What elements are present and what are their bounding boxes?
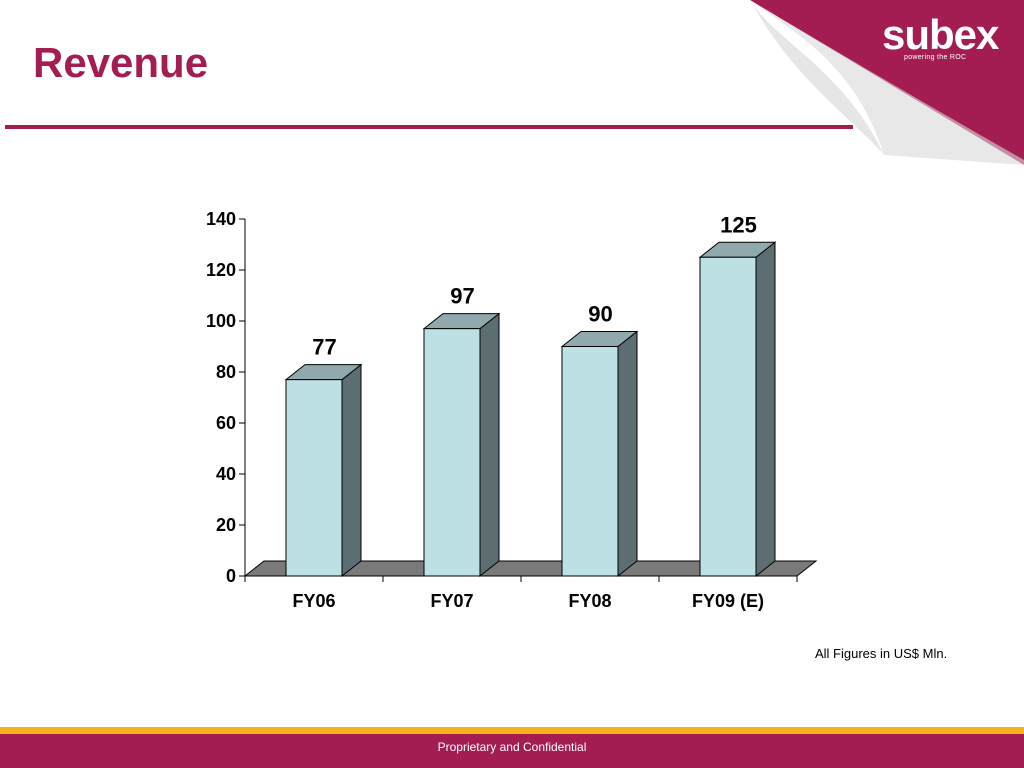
x-category-label: FY09 (E): [692, 591, 764, 611]
data-label: 97: [450, 284, 474, 309]
footer-text: Proprietary and Confidential: [437, 740, 587, 754]
y-tick-label: 40: [216, 464, 236, 484]
y-tick-label: 60: [216, 413, 236, 433]
data-label: 77: [312, 335, 336, 360]
bar-front: [561, 346, 619, 577]
x-category-label: FY07: [430, 591, 473, 611]
bar-front: [423, 328, 481, 577]
footer-accent-stripe: [0, 727, 1024, 734]
revenue-bar-chart: 0 20 40 60 80 100 120 140 77 FY06 97 FY07 90 FY08 125…: [206, 209, 818, 611]
title-divider: [5, 125, 853, 129]
bar-fy06: [284, 363, 363, 578]
company-logo: subex: [882, 11, 999, 58]
x-category-label: FY08: [568, 591, 611, 611]
bar-fy08: [560, 330, 639, 578]
data-label: 125: [720, 212, 757, 237]
data-label: 90: [588, 302, 612, 327]
bar-side: [617, 330, 638, 578]
slide-title: Revenue: [33, 39, 209, 86]
footer-bar: [0, 734, 1024, 768]
corner-logo-banner: [750, 0, 1024, 165]
bar-side: [755, 241, 776, 578]
x-category-label: FY06: [292, 591, 335, 611]
y-tick-label: 0: [226, 566, 236, 586]
logo-tagline: powering the ROC: [904, 54, 967, 61]
bar-fy09-e: [698, 241, 777, 578]
bar-front: [285, 379, 343, 577]
y-tick-label: 20: [216, 515, 236, 535]
bar-front: [699, 256, 757, 577]
bar-side: [341, 363, 362, 578]
y-tick-label: 100: [206, 311, 236, 331]
bar-fy07: [422, 312, 501, 578]
y-tick-label: 140: [206, 209, 236, 229]
y-tick-label: 120: [206, 260, 236, 280]
y-tick-label: 80: [216, 362, 236, 382]
bar-side: [479, 312, 500, 578]
units-note: All Figures in US$ Mln.: [815, 646, 948, 661]
